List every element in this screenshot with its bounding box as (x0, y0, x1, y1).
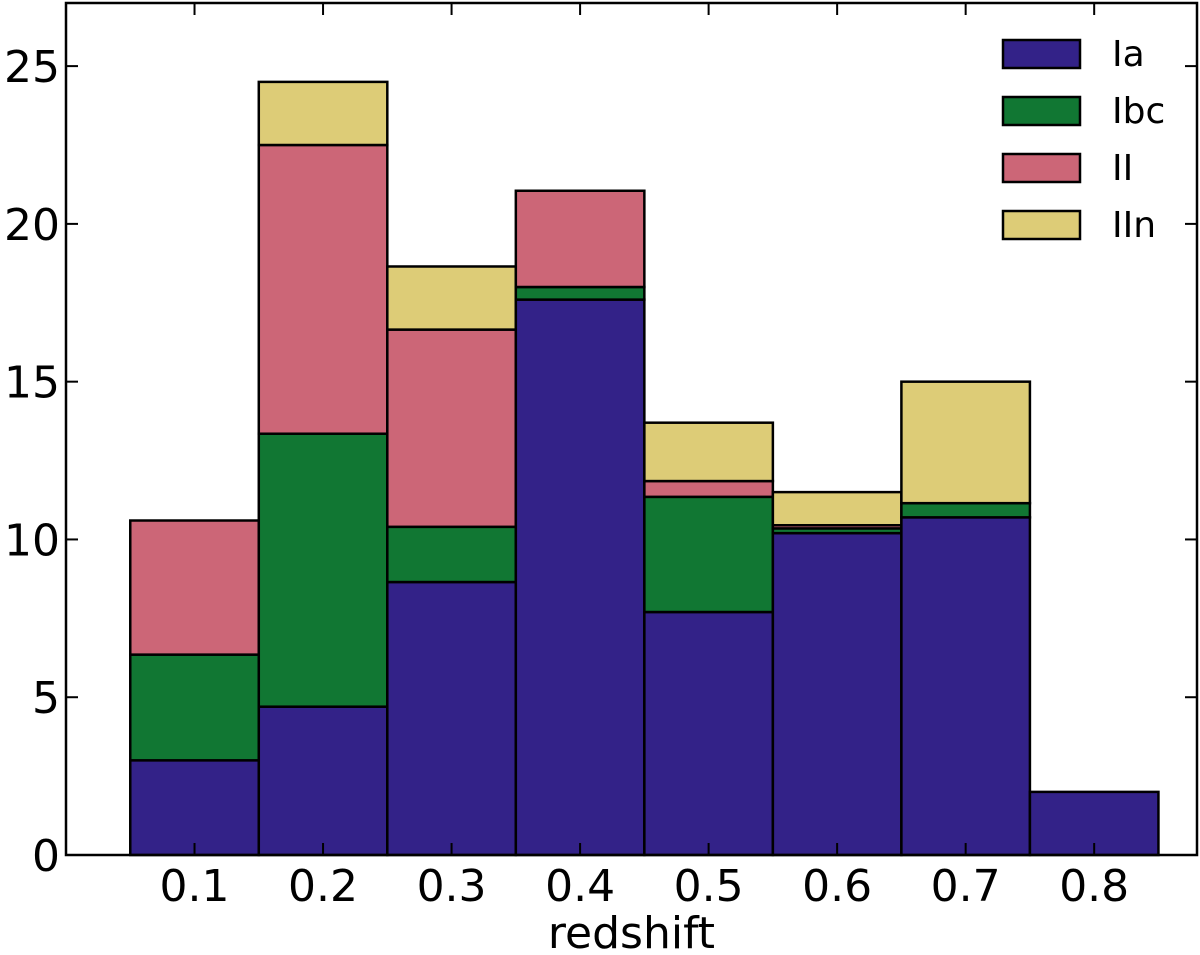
bar-ia-0.6 (771, 531, 903, 857)
bar-ii-0.5 (643, 479, 775, 499)
legend-swatch-ia (1001, 38, 1082, 70)
bar-ii-0.4 (514, 189, 646, 289)
x-tick-label-0.1: 0.1 (160, 861, 230, 912)
y-axis: 0 5 10 15 20 25 (4, 42, 1197, 882)
y-tick-label-5: 5 (32, 673, 60, 724)
legend-label-ii: II (1112, 148, 1133, 189)
bar-iin-0.7 (900, 380, 1032, 505)
legend-swatch-ibc (1001, 95, 1082, 127)
y-tick-label-15: 15 (4, 358, 60, 409)
x-axis: 0.1 0.2 0.3 0.4 0.5 0.6 0.7 0.8 (160, 3, 1129, 912)
bar-iin-0.6 (771, 490, 903, 527)
x-tick-label-0.4: 0.4 (545, 861, 615, 912)
bar-ia-0.3 (386, 580, 518, 857)
bar-iin-0.5 (643, 421, 775, 483)
bar-ibc-0.2 (257, 432, 389, 708)
y-tick-label-0: 0 (32, 831, 60, 882)
legend: Ia Ibc II IIn (1001, 34, 1165, 246)
bar-ibc-0.5 (643, 495, 775, 614)
legend-label-ia: Ia (1112, 34, 1145, 75)
legend-label-iin: IIn (1112, 205, 1156, 246)
bars-group (129, 80, 1160, 857)
bar-ibc-0.1 (129, 653, 261, 762)
bar-ibc-0.3 (386, 525, 518, 584)
x-tick-label-0.5: 0.5 (674, 861, 744, 912)
bar-ia-0.1 (129, 759, 261, 857)
bar-ii-0.1 (129, 519, 261, 656)
bar-ii-0.3 (386, 328, 518, 529)
bar-iin-0.2 (257, 80, 389, 147)
x-tick-label-0.8: 0.8 (1059, 861, 1129, 912)
y-tick-label-10: 10 (4, 515, 60, 566)
bar-ia-0.7 (900, 516, 1032, 857)
plot-frame (64, 1, 1199, 857)
bar-ia-0.5 (643, 610, 775, 857)
bar-ibc-0.7 (900, 501, 1032, 519)
x-axis-title: redshift (548, 908, 715, 955)
legend-swatch-ii (1001, 152, 1082, 184)
x-tick-label-0.3: 0.3 (417, 861, 487, 912)
y-tick-label-20: 20 (4, 200, 60, 251)
legend-swatch-iin (1001, 209, 1082, 241)
bar-ia-0.2 (257, 705, 389, 857)
bar-ia-0.4 (514, 298, 646, 857)
x-tick-label-0.6: 0.6 (802, 861, 872, 912)
bar-iin-0.3 (386, 265, 518, 331)
legend-label-ibc: Ibc (1112, 91, 1165, 132)
bar-ii-0.2 (257, 143, 389, 435)
x-tick-label-0.2: 0.2 (288, 861, 358, 912)
bar-ibc-0.4 (514, 285, 646, 301)
y-tick-label-25: 25 (4, 42, 60, 93)
x-tick-label-0.7: 0.7 (931, 861, 1001, 912)
